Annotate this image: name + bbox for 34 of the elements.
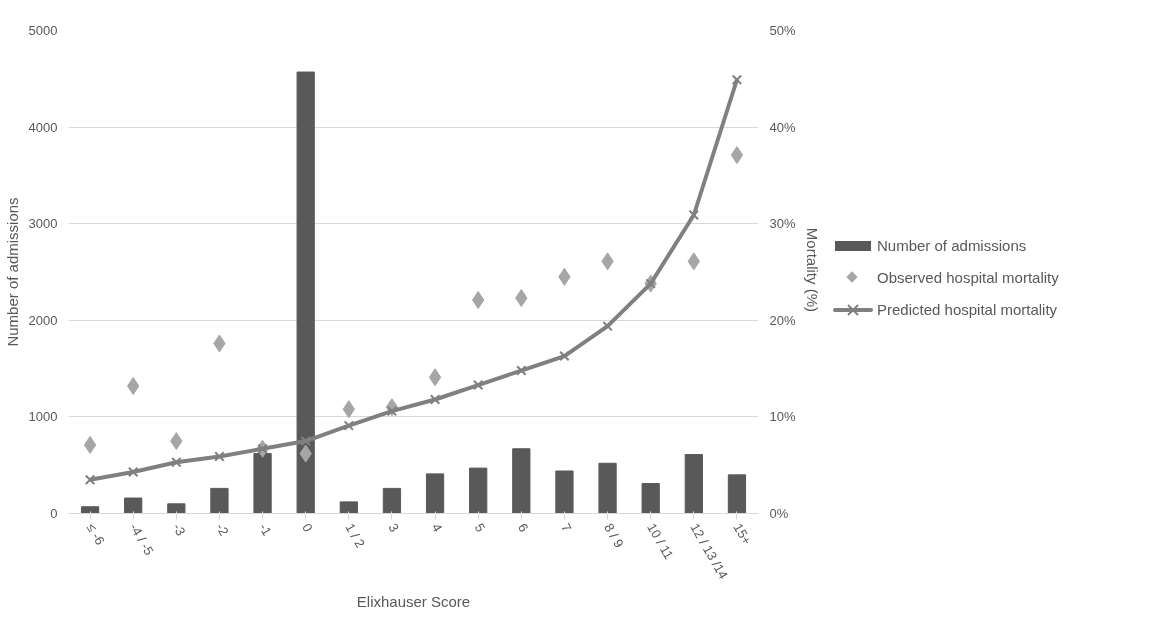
y-tick-label: 2000 [28,312,58,328]
y2-tick-label: 50% [769,23,796,38]
x-tick-label: 3 [385,520,403,535]
x-tick-label: 4 [428,520,446,535]
y2-tick-label: 0% [769,506,789,521]
x-tick-label: 1 / 2 [342,520,368,551]
y2-tick-label: 20% [769,312,796,328]
x-tick-label: 7 [557,520,575,535]
x-tick-label: 12 / 13 /14 [687,520,732,582]
y-tick-label: 5000 [28,23,58,38]
x-tick-label: 8 / 9 [601,520,627,551]
x-tick-label: 5 [471,520,489,535]
x-tick-label: 10 / 11 [644,520,677,562]
x-tick-label: ≤ -6 [83,520,108,548]
legend-label: Observed hospital mortality [877,268,1059,289]
x-tick-label: -1 [256,520,275,539]
y-tick-label: 3000 [28,216,58,232]
x-tick-label: -2 [212,520,232,539]
x-tick-label: 0 [299,520,316,535]
y2-tick-label: 40% [769,119,796,135]
y2-tick-label: 30% [769,216,796,232]
y2-tick-label: 10% [769,409,796,425]
y-tick-label: 4000 [28,119,58,135]
x-tick-label: 15+ [730,520,755,548]
x-tick-label: 6 [514,520,532,535]
y2-axis-title: Mortality (%) [803,227,821,313]
x-tick-label: -4 / -5 [126,520,157,558]
x-tick-label: -3 [169,520,189,539]
legend-label: Number of admissions [877,236,1027,257]
legend-label: Predicted hospital mortality [877,300,1058,321]
y-axis-title: Number of admissions [3,197,21,347]
x-axis-title: Elixhauser Score [356,593,471,611]
y-tick-label: 0 [50,506,58,521]
y-tick-label: 1000 [28,409,58,425]
